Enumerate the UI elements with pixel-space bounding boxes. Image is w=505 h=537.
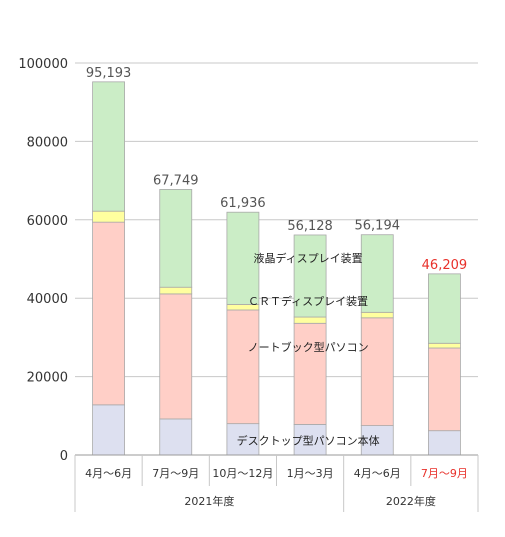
- x-category-label: 7月～9月: [152, 467, 199, 480]
- series-label: ＣＲＴディスプレイ装置: [248, 294, 368, 308]
- bar-segment: [159, 189, 193, 288]
- bar-total-label: 95,193: [86, 66, 132, 81]
- y-tick-label: 60000: [27, 214, 68, 229]
- series-label: ノートブック型パソコン: [248, 340, 369, 354]
- bar-segment: [293, 234, 327, 318]
- bar-segment: [92, 221, 125, 406]
- bar-segment: [360, 317, 394, 426]
- bar-total-label: 61,936: [220, 196, 266, 211]
- bar-segment: [92, 404, 125, 456]
- bar-total-label: 46,209: [422, 258, 468, 273]
- x-category-label: 4月～6月: [85, 467, 132, 480]
- bar-segment: [360, 311, 394, 319]
- x-category-label: 1月～3月: [287, 467, 334, 480]
- bar-segment: [360, 234, 394, 313]
- x-category-label: 7月～9月: [421, 467, 468, 480]
- bar-segment: [159, 286, 193, 295]
- series-label: デスクトップ型パソコン本体: [237, 434, 380, 448]
- bar-total-label: 67,749: [153, 173, 199, 188]
- bar-segment: [159, 418, 193, 456]
- x-category-label: 10月～12月: [212, 467, 273, 480]
- bar-segment: [293, 322, 327, 425]
- y-tick-label: 100000: [18, 57, 68, 72]
- bar-total-label: 56,128: [287, 219, 333, 234]
- y-tick-label: 40000: [27, 292, 68, 307]
- bar-total-label: 56,194: [355, 219, 401, 234]
- bar-segment: [226, 423, 260, 456]
- bar-segment: [92, 81, 125, 212]
- bar-segment: [159, 293, 193, 420]
- bar-segment: [226, 309, 260, 425]
- y-tick-label: 20000: [27, 371, 68, 386]
- series-label: 液晶ディスプレイ装置: [253, 251, 362, 265]
- bar-segment: [226, 211, 260, 305]
- bar-segment: [293, 424, 327, 456]
- year-group-label: 2022年度: [386, 494, 436, 508]
- bar-segment: [293, 316, 327, 324]
- y-tick-label: 0: [60, 449, 68, 464]
- bar-segment: [92, 210, 125, 223]
- bar-segment: [428, 342, 461, 349]
- bar-segment: [428, 273, 461, 344]
- year-group-label: 2021年度: [184, 494, 234, 508]
- y-tick-label: 80000: [27, 135, 68, 150]
- bar-segment: [428, 430, 461, 456]
- bar-segment: [428, 347, 461, 432]
- x-category-label: 4月～6月: [354, 467, 401, 480]
- bar-segment: [360, 425, 394, 456]
